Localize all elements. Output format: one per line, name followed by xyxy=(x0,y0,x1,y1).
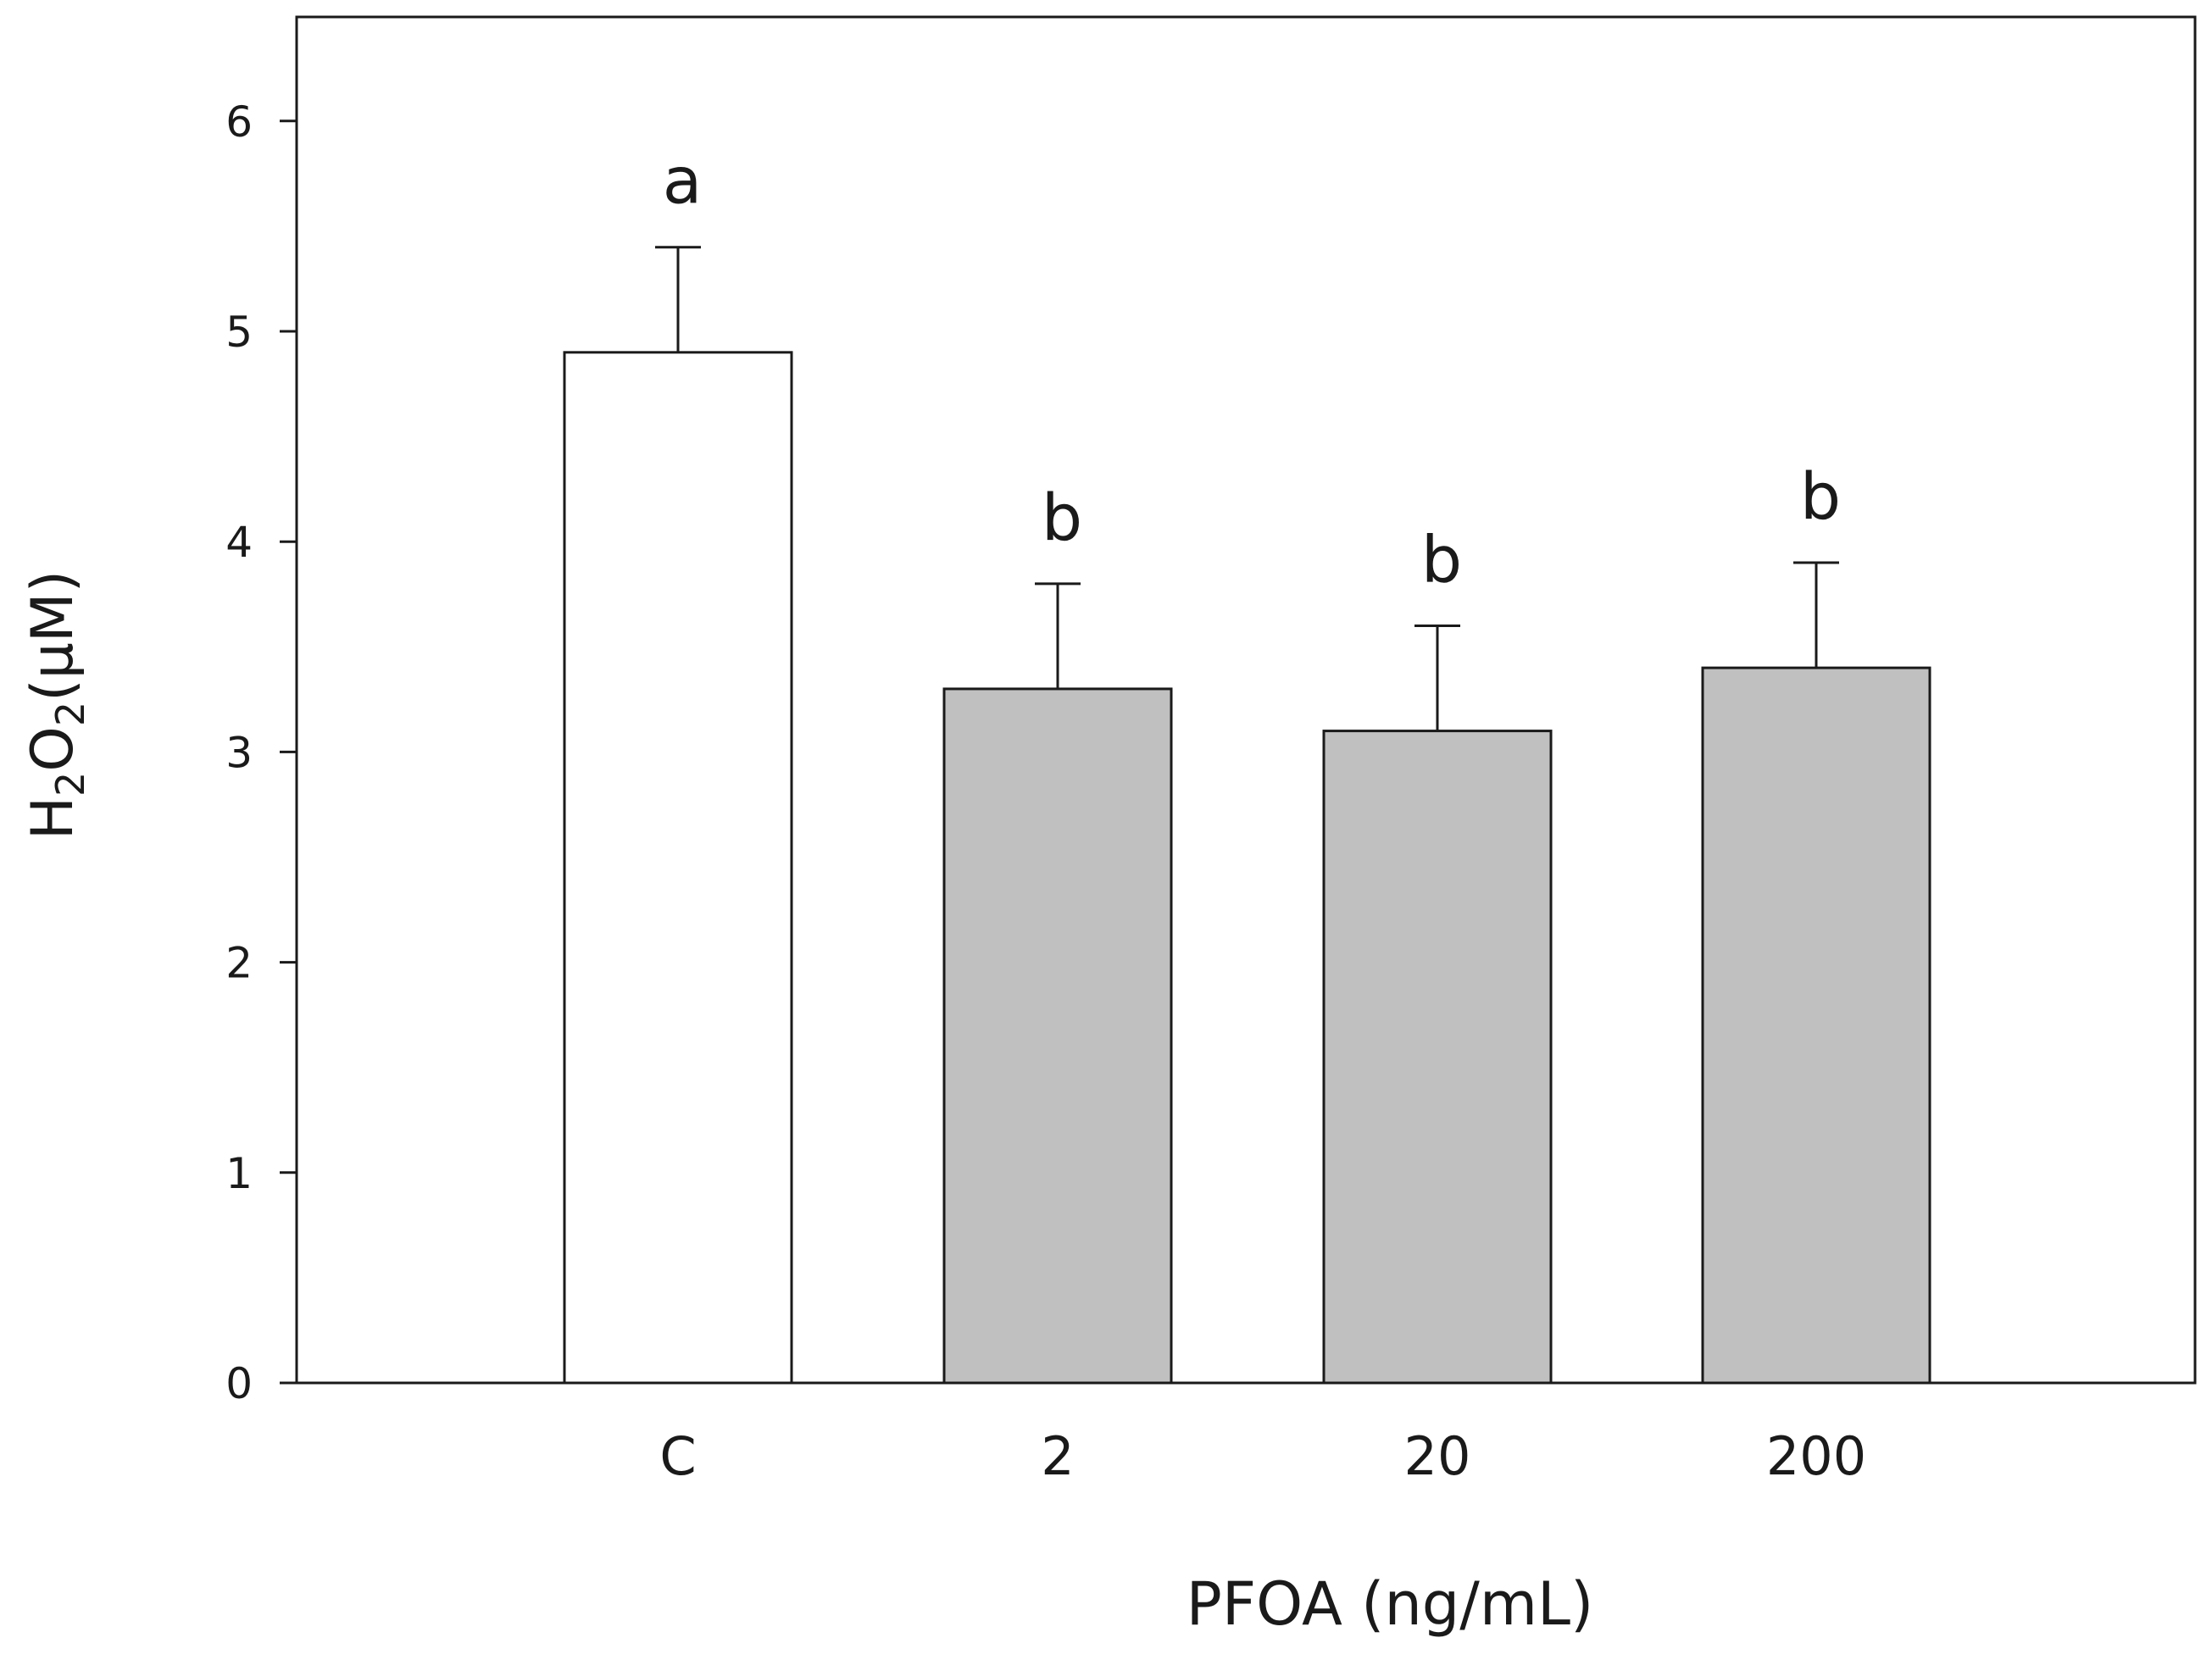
significance-label: a xyxy=(663,143,703,219)
bars-group: a b b b xyxy=(563,143,1931,1385)
y-axis-title-base: H xyxy=(19,797,86,840)
bar xyxy=(1701,666,1931,1385)
x-tick-label: 20 xyxy=(1404,1425,1471,1487)
y-tick-label: 6 xyxy=(225,97,253,147)
x-axis-title: PFOA (ng/mL) xyxy=(1187,1569,1594,1639)
significance-label: b xyxy=(1800,458,1841,534)
significance-label: b xyxy=(1042,480,1082,555)
y-axis-title-unit: (μM) xyxy=(19,570,86,702)
bar xyxy=(563,351,793,1385)
y-tick-label: 0 xyxy=(225,1359,253,1408)
y-axis-ticks: 0 1 2 3 4 5 6 xyxy=(225,97,297,1408)
y-tick-label: 5 xyxy=(225,308,253,357)
y-axis-title-sub2: 2 xyxy=(47,702,93,726)
plot-frame xyxy=(295,15,2197,1385)
y-axis-title-sub1: 2 xyxy=(47,772,93,797)
y-tick-label: 1 xyxy=(225,1149,253,1198)
y-tick-label: 4 xyxy=(225,518,253,567)
x-tick-label: C xyxy=(659,1425,696,1487)
y-axis-title-mid: O xyxy=(19,726,86,772)
bar xyxy=(942,687,1173,1385)
x-axis-categories: C 2 20 200 xyxy=(659,1425,1866,1487)
bar xyxy=(1322,730,1553,1385)
significance-label: b xyxy=(1421,521,1462,597)
x-tick-label: 2 xyxy=(1041,1425,1074,1487)
y-tick-label: 2 xyxy=(225,939,253,988)
x-tick-label: 200 xyxy=(1766,1425,1866,1487)
y-tick-label: 3 xyxy=(225,728,253,777)
y-axis-title: H2O2(μM) xyxy=(19,570,93,840)
